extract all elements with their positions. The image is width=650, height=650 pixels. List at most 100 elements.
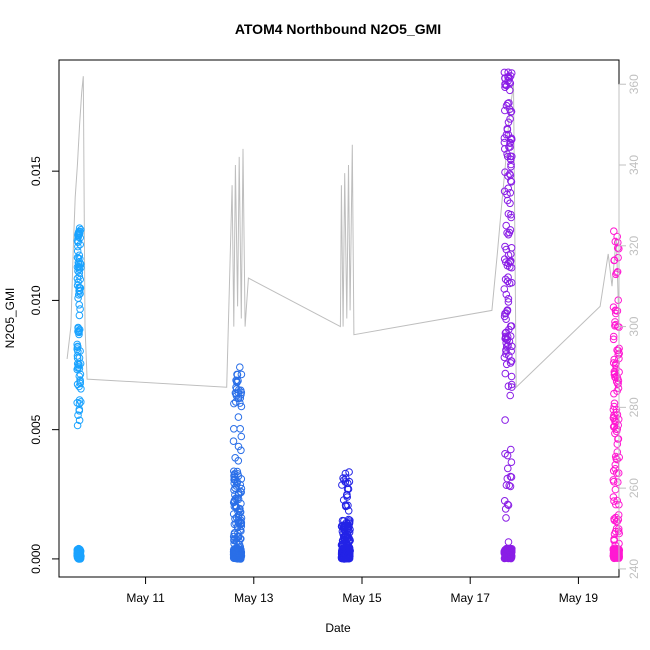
data-point [508, 383, 516, 391]
data-point [506, 152, 515, 161]
data-point [500, 187, 509, 196]
data-point [73, 360, 82, 368]
data-point [506, 138, 514, 147]
data-point [76, 376, 84, 384]
data-point [74, 328, 83, 336]
data-point [74, 254, 83, 263]
y-tick-label: 0.010 [29, 285, 43, 315]
data-point [614, 435, 623, 443]
data-point [507, 210, 515, 219]
data-point [504, 501, 513, 510]
data-point [501, 145, 509, 153]
data-point [612, 469, 621, 477]
data-point [507, 278, 516, 287]
data-point [613, 410, 622, 419]
data-point [613, 268, 622, 276]
flight-series-4 [500, 68, 516, 563]
data-point [343, 479, 352, 488]
data-point [230, 475, 238, 484]
data-point [232, 519, 240, 528]
data-point [236, 504, 244, 513]
data-point [229, 437, 238, 446]
data-point [613, 552, 621, 560]
data-point [506, 258, 514, 267]
data-point [614, 351, 623, 359]
data-point [231, 515, 239, 523]
x-tick-label: May 13 [234, 591, 274, 605]
data-point [237, 446, 245, 455]
data-point [503, 124, 512, 133]
data-point [500, 68, 509, 77]
data-point [234, 389, 243, 397]
y-tick-label: 0.000 [29, 544, 43, 574]
data-point [503, 196, 512, 205]
plot-frame [58, 59, 620, 578]
data-point [505, 170, 514, 178]
data-point [76, 370, 85, 379]
data-point [75, 272, 84, 281]
data-point [74, 231, 83, 240]
data-point [234, 413, 243, 421]
data-point [501, 416, 509, 424]
data-point [610, 256, 618, 265]
data-point [503, 152, 512, 161]
data-point [506, 482, 515, 491]
data-point [610, 497, 618, 505]
y-axis: 0.000 0.005 0.010 0.015 [29, 156, 60, 574]
data-point [501, 83, 509, 91]
x-tick-label: May 11 [126, 591, 165, 605]
data-point [342, 552, 351, 561]
data-point [345, 522, 353, 531]
data-point [614, 379, 622, 388]
data-point [507, 108, 515, 116]
data-point [503, 277, 512, 286]
data-point [343, 485, 352, 493]
data-point [232, 398, 240, 406]
data-point [506, 86, 514, 95]
data-point [231, 389, 240, 397]
secondary-trace [66, 76, 620, 389]
data-point [76, 284, 84, 292]
flight-series-1 [73, 224, 85, 563]
data-point [237, 527, 245, 535]
data-point [73, 421, 82, 430]
data-point [613, 232, 622, 241]
data-point [75, 407, 84, 415]
data-point [506, 391, 515, 400]
data-point [609, 332, 618, 341]
data-point [501, 329, 510, 337]
data-point [613, 440, 622, 448]
data-point [507, 372, 516, 381]
data-point [503, 500, 512, 509]
data-point [501, 332, 510, 341]
trace-line [66, 76, 620, 389]
data-point [609, 476, 618, 484]
data-point [611, 429, 619, 438]
data-point [73, 263, 82, 271]
data-point [504, 464, 512, 473]
data-point [504, 72, 513, 81]
data-point [507, 380, 516, 389]
data-point [76, 275, 84, 284]
data-point [613, 448, 622, 456]
data-point [75, 227, 83, 236]
data-point [77, 264, 85, 272]
data-point [614, 346, 623, 355]
data-point [73, 551, 82, 559]
data-point [343, 493, 352, 501]
data-point [507, 107, 516, 116]
data-point [506, 79, 515, 88]
x-axis-label: Date [325, 621, 351, 635]
y2-axis: 240 260 280 300 320 340 360 [618, 74, 641, 579]
data-point [342, 519, 351, 527]
data-point [344, 501, 352, 510]
data-point [506, 189, 515, 197]
data-point [612, 546, 621, 555]
data-point [611, 322, 619, 330]
data-point [507, 445, 515, 454]
data-point [502, 481, 511, 490]
data-point [237, 432, 246, 441]
data-point [237, 370, 246, 379]
data-point [507, 322, 516, 330]
